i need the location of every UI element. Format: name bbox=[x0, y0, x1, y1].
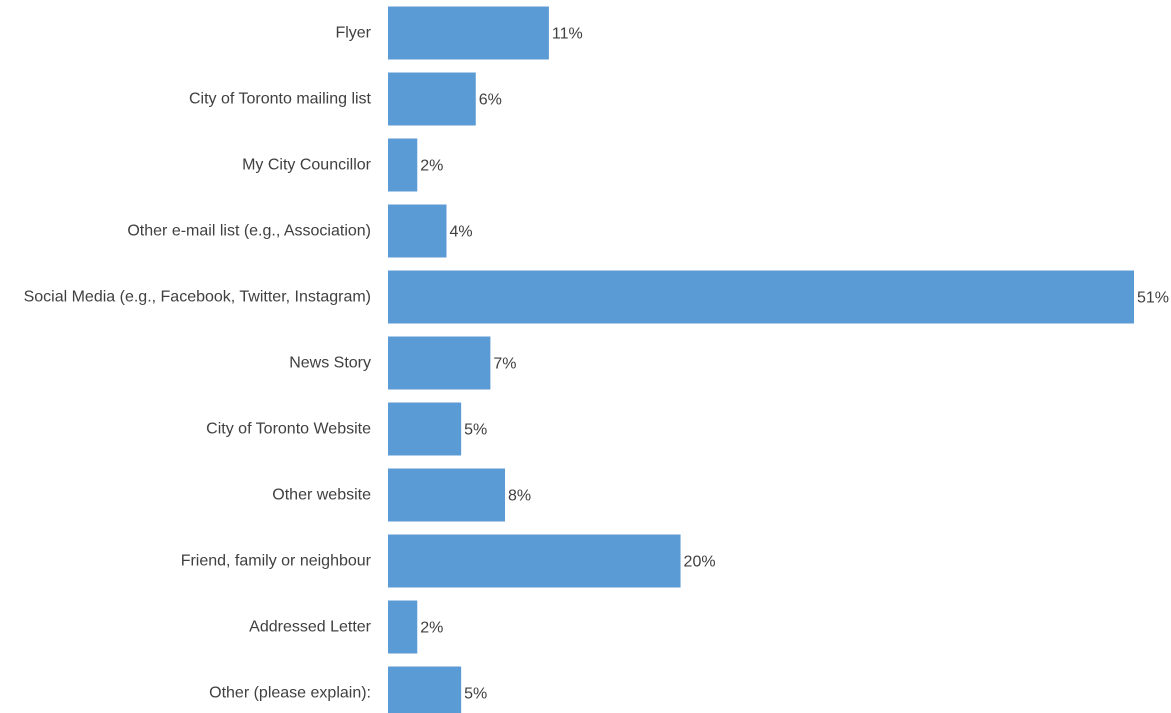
data-label: 5% bbox=[464, 422, 487, 439]
bar bbox=[388, 6, 549, 60]
bar bbox=[388, 534, 681, 588]
bar bbox=[388, 600, 418, 654]
bar bbox=[388, 270, 1134, 324]
category-label: Friend, family or neighbour bbox=[181, 553, 372, 570]
data-label: 20% bbox=[684, 554, 716, 571]
category-label: Addressed Letter bbox=[249, 619, 372, 636]
category-label: Other e-mail list (e.g., Association) bbox=[127, 223, 371, 240]
data-label: 6% bbox=[479, 92, 502, 109]
category-label: My City Councillor bbox=[242, 157, 372, 174]
category-label: Other website bbox=[272, 487, 371, 504]
category-labels: Flyer City of Toronto mailing list My City… bbox=[24, 25, 372, 702]
data-label: 8% bbox=[508, 488, 531, 505]
category-label: Other (please explain): bbox=[209, 685, 371, 702]
data-label: 7% bbox=[493, 356, 516, 373]
bar bbox=[388, 666, 462, 713]
bar bbox=[388, 402, 462, 456]
data-label: 4% bbox=[450, 224, 473, 241]
bar bbox=[388, 468, 506, 522]
category-label: Flyer bbox=[335, 25, 371, 42]
category-label: City of Toronto Website bbox=[206, 421, 371, 438]
bar bbox=[388, 138, 418, 192]
category-label: News Story bbox=[289, 355, 371, 372]
data-label: 51% bbox=[1137, 290, 1169, 307]
value-labels: 11% 6% 2% 4% 51% 7% 5% 8% 20% 2% 5% bbox=[420, 26, 1169, 703]
data-label: 2% bbox=[420, 158, 443, 175]
bar bbox=[388, 204, 447, 258]
bars-layer bbox=[388, 6, 1134, 713]
data-label: 2% bbox=[420, 620, 443, 637]
data-label: 5% bbox=[464, 686, 487, 703]
category-label: Social Media (e.g., Facebook, Twitter, I… bbox=[24, 289, 371, 306]
category-label: City of Toronto mailing list bbox=[189, 91, 372, 108]
bar bbox=[388, 72, 476, 126]
bar bbox=[388, 336, 491, 390]
data-label: 11% bbox=[552, 26, 583, 43]
